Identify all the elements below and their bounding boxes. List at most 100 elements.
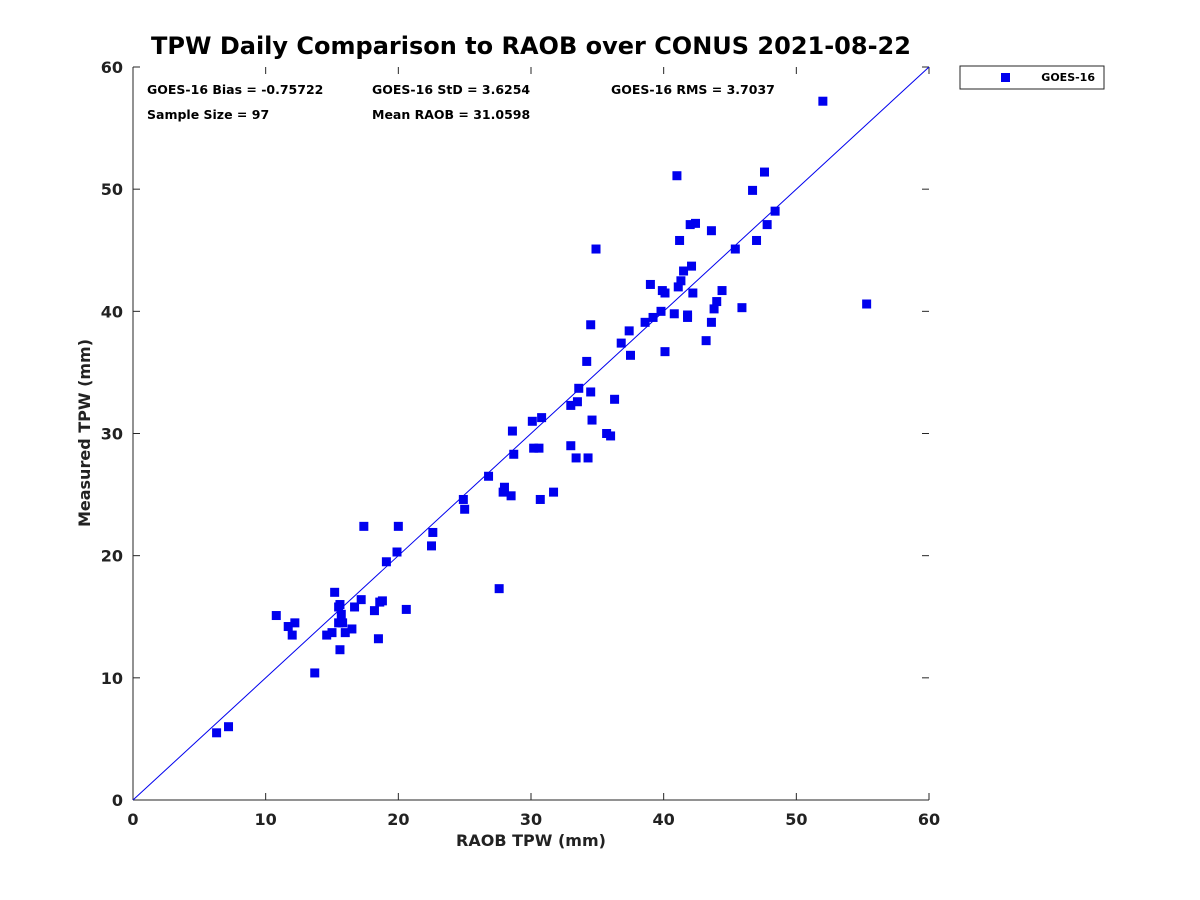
y-axis-label: Measured TPW (mm): [75, 339, 94, 527]
data-point: [818, 96, 828, 106]
data-point: [334, 602, 344, 612]
data-point: [862, 299, 872, 309]
data-point: [330, 587, 340, 597]
data-points: [212, 96, 872, 738]
data-point: [335, 645, 345, 655]
data-point: [752, 235, 762, 245]
y-tick-label: 0: [112, 791, 123, 810]
x-tick-label: 40: [653, 810, 675, 829]
data-point: [640, 317, 650, 327]
y-tick-label: 20: [101, 547, 123, 566]
x-tick-label: 30: [520, 810, 542, 829]
data-point: [537, 413, 547, 423]
data-point: [369, 606, 379, 616]
data-point: [712, 297, 722, 307]
data-point: [224, 722, 234, 732]
x-tick-label: 0: [127, 810, 138, 829]
legend-label: GOES-16: [1041, 71, 1095, 84]
data-point: [283, 622, 293, 632]
data-point: [687, 261, 697, 271]
data-point: [586, 387, 596, 397]
data-point: [583, 453, 593, 463]
stat-rms: GOES-16 RMS = 3.7037: [611, 82, 775, 97]
data-point: [688, 288, 698, 298]
data-point: [691, 218, 701, 228]
data-point: [679, 266, 689, 276]
data-point: [591, 244, 601, 254]
y-tick-label: 10: [101, 669, 123, 688]
data-point: [606, 431, 616, 441]
data-point: [460, 504, 470, 514]
data-point: [381, 557, 391, 567]
x-axis-ticks: 0 10 20 30 40 50 60: [127, 67, 940, 829]
data-point: [507, 426, 517, 436]
data-point: [347, 624, 357, 634]
x-tick-label: 50: [785, 810, 807, 829]
data-point: [669, 309, 679, 319]
x-tick-label: 10: [255, 810, 277, 829]
data-point: [572, 397, 582, 407]
data-point: [458, 494, 468, 504]
data-point: [290, 618, 300, 628]
data-point: [494, 584, 504, 594]
data-point: [534, 443, 544, 453]
data-point: [748, 185, 758, 195]
data-point: [624, 326, 634, 336]
data-point: [737, 303, 747, 313]
y-tick-label: 50: [101, 180, 123, 199]
x-axis-label: RAOB TPW (mm): [456, 831, 606, 850]
data-point: [327, 628, 337, 638]
data-point: [375, 597, 385, 607]
stat-bias: GOES-16 Bias = -0.75722: [147, 82, 323, 97]
data-point: [428, 527, 438, 537]
data-point: [350, 602, 360, 612]
y-tick-label: 60: [101, 58, 123, 77]
identity-line: [132, 66, 930, 801]
data-point: [683, 310, 693, 320]
data-point: [338, 618, 348, 628]
stat-std: GOES-16 StD = 3.6254: [372, 82, 530, 97]
data-point: [685, 220, 695, 230]
data-point: [770, 206, 780, 216]
data-point: [310, 668, 320, 678]
data-point: [566, 400, 576, 410]
data-point: [717, 286, 727, 296]
stat-mean-raob: Mean RAOB = 31.0598: [372, 107, 530, 122]
data-point: [610, 394, 620, 404]
data-point: [427, 541, 436, 551]
data-point: [373, 634, 383, 644]
data-point: [706, 317, 716, 327]
data-point: [672, 171, 682, 181]
y-axis-ticks: 0 10 20 30 40 50 60: [101, 58, 929, 810]
data-point: [582, 356, 592, 366]
data-point: [506, 491, 516, 501]
data-point: [527, 416, 537, 426]
stat-sample-size: Sample Size = 97: [147, 107, 269, 122]
data-point: [340, 628, 350, 638]
data-point: [706, 226, 716, 236]
data-point: [762, 220, 772, 230]
data-point: [645, 279, 655, 289]
data-point: [529, 443, 539, 453]
legend-marker-square: [1001, 73, 1010, 82]
data-point: [498, 487, 508, 497]
y-tick-label: 40: [101, 302, 123, 321]
data-point: [660, 347, 670, 357]
data-point: [701, 336, 711, 346]
data-point: [675, 235, 685, 245]
legend: GOES-16: [959, 65, 1105, 90]
data-point: [587, 415, 597, 425]
data-point: [356, 595, 366, 605]
x-tick-label: 60: [918, 810, 940, 829]
data-point: [271, 611, 281, 621]
data-point: [359, 521, 369, 531]
data-point: [549, 487, 559, 497]
data-point: [676, 276, 686, 286]
data-point: [499, 482, 509, 492]
data-point: [586, 320, 596, 330]
data-point: [566, 441, 576, 451]
y-tick-label: 30: [101, 425, 123, 444]
data-point: [648, 312, 658, 322]
data-point: [574, 383, 584, 393]
